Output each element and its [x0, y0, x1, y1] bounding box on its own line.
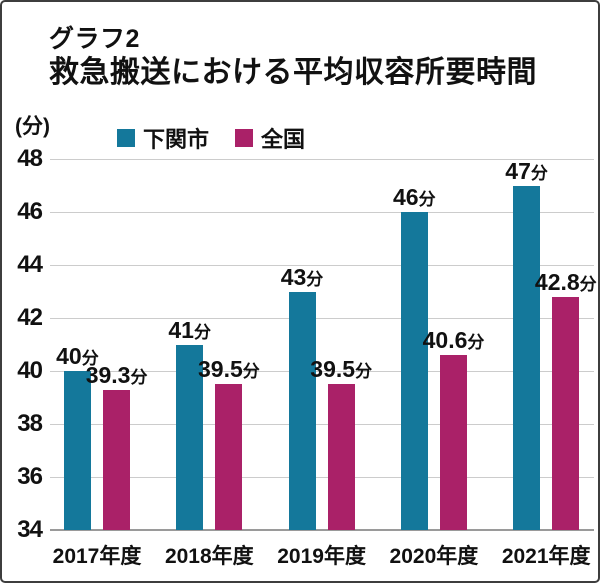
y-axis-tick-label: 42	[17, 304, 43, 331]
bar-value-unit: 分	[467, 333, 485, 353]
bar-value-label: 39.5分	[271, 356, 411, 382]
bar-zenkoku	[440, 355, 467, 530]
bar-value-label: 47分	[457, 158, 597, 184]
x-axis-category-label: 2021年度	[501, 545, 591, 568]
bar-value-label: 39.3分	[47, 362, 187, 388]
bar-zenkoku	[327, 384, 355, 530]
bar-value-unit: 分	[579, 274, 597, 294]
legend-item: 下関市	[117, 122, 209, 154]
bar-value-label: 40.6分	[384, 327, 524, 353]
x-axis-category-label: 2020年度	[389, 545, 479, 568]
bar-value-number: 47	[505, 157, 531, 184]
bar-shimonoseki	[513, 185, 541, 530]
bar-value-unit: 分	[418, 190, 436, 209]
bar-value-unit: 分	[130, 367, 148, 387]
y-axis-tick-label: 40	[17, 357, 43, 384]
bar-value-number: 41	[168, 316, 194, 343]
legend-item: 全国	[235, 122, 305, 154]
bar-value-number: 39.5	[310, 356, 356, 383]
y-axis-tick-label: 36	[17, 463, 43, 490]
y-axis-tick-label: 34	[17, 516, 43, 543]
bar-zenkoku	[552, 296, 580, 530]
x-axis-category-label: 2019年度	[277, 545, 366, 568]
chart-title-line2: 救急搬送における平均収容所要時間	[49, 56, 537, 90]
bar-shimonoseki	[63, 371, 91, 530]
bar-zenkoku	[103, 389, 131, 530]
legend-label: 下関市	[143, 127, 210, 152]
bar-value-number: 40	[56, 343, 82, 369]
bar-value-label: 41分	[120, 317, 260, 343]
gridline	[50, 158, 594, 160]
bar-value-label: 39.5分	[159, 356, 299, 382]
bar-value-unit: 分	[242, 362, 260, 382]
bar-value-label: 40分	[7, 343, 147, 369]
x-axis-category-label: 2018年度	[164, 545, 254, 568]
x-axis-baseline	[50, 529, 594, 531]
bar-value-unit: 分	[81, 349, 99, 368]
legend-swatch-icon	[117, 129, 135, 147]
gridline	[50, 423, 594, 425]
bar-shimonoseki	[288, 291, 316, 530]
bar-value-number: 39.3	[85, 361, 131, 388]
chart-title-line1: グラフ2	[49, 25, 140, 53]
legend: 下関市 全国	[117, 122, 305, 154]
y-axis-unit-label: (分)	[15, 115, 50, 138]
legend-swatch-icon	[235, 129, 254, 147]
chart-title: グラフ2 救急搬送における平均収容所要時間	[49, 24, 537, 91]
bar-shimonoseki	[176, 344, 204, 530]
bar-value-label: 46分	[344, 184, 484, 210]
bar-value-number: 43	[280, 263, 307, 290]
bar-value-unit: 分	[355, 362, 373, 382]
bar-value-number: 39.5	[198, 356, 243, 383]
x-axis-category-label: 2017年度	[52, 545, 142, 568]
gridline	[50, 264, 594, 266]
y-axis-tick-label: 48	[17, 145, 43, 172]
bar-value-unit: 分	[530, 163, 548, 183]
bar-value-number: 40.6	[422, 327, 468, 354]
gridline	[50, 476, 594, 478]
legend-label: 全国	[261, 127, 306, 152]
gridline	[50, 211, 594, 213]
bar-value-unit: 分	[306, 269, 324, 289]
bar-value-label: 43分	[232, 264, 372, 290]
y-axis-tick-label: 46	[17, 198, 43, 225]
gridline	[50, 317, 594, 319]
y-axis-tick-label: 38	[17, 410, 43, 437]
bar-value-label: 42.8分	[496, 268, 598, 295]
bar-value-number: 46	[393, 184, 419, 210]
y-axis-tick-label: 44	[17, 251, 43, 278]
gridline	[50, 370, 594, 372]
bar-zenkoku	[215, 384, 243, 530]
bar-shimonoseki	[400, 212, 428, 530]
bar-value-number: 42.8	[534, 268, 580, 295]
bar-value-unit: 分	[193, 322, 211, 342]
